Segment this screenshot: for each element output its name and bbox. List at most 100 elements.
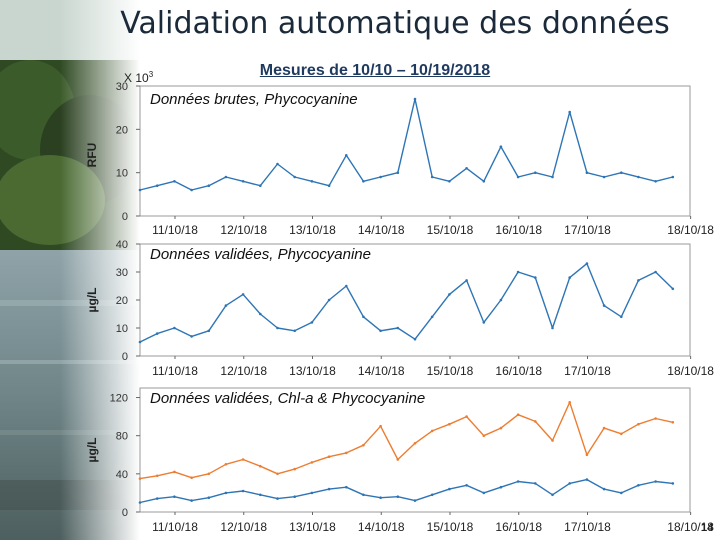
data-point	[430, 315, 434, 319]
data-point	[620, 491, 623, 495]
data-point	[362, 443, 365, 447]
data-point	[190, 476, 193, 480]
data-point	[310, 491, 314, 495]
data-point	[224, 463, 228, 466]
data-point	[551, 439, 554, 442]
data-point	[551, 175, 554, 179]
data-point	[190, 335, 193, 338]
series-line-chl-a	[139, 401, 673, 480]
data-point	[155, 332, 159, 335]
y-axis-label: RFU	[85, 143, 99, 168]
data-point	[413, 442, 417, 445]
x-tick-label: 18/10/18	[667, 223, 714, 237]
exponent-power: 3	[148, 70, 154, 79]
x-tick-label: 13/10/18	[289, 520, 336, 534]
y-tick-label: 30	[116, 81, 128, 93]
data-point	[602, 487, 606, 491]
data-point	[482, 180, 486, 183]
data-point	[482, 434, 486, 438]
x-tick-label: 15/10/18	[427, 520, 474, 534]
y-tick-label: 0	[122, 351, 128, 363]
y-tick-label: 10	[116, 323, 128, 335]
chart-title: Données validées, Phycocyanine	[150, 246, 371, 263]
y-axis-label: µg/L	[85, 438, 99, 463]
data-point	[465, 484, 468, 487]
y-tick-label: 80	[116, 431, 128, 443]
plot-area-3	[139, 387, 691, 513]
x-tick-label: 14/10/18	[358, 520, 405, 534]
data-point	[293, 329, 297, 333]
data-point	[241, 180, 245, 183]
data-point	[190, 499, 193, 502]
data-point	[654, 180, 657, 183]
data-point	[516, 270, 520, 274]
data-point	[379, 424, 382, 428]
data-point	[293, 467, 297, 471]
data-point	[499, 426, 503, 430]
data-point	[534, 276, 537, 279]
page-number: 14	[701, 522, 714, 534]
data-point	[241, 293, 245, 296]
data-point	[379, 175, 382, 179]
y-tick-label: 0	[122, 507, 128, 519]
data-point	[327, 184, 331, 187]
data-point	[482, 491, 486, 495]
x-tick-label: 12/10/18	[220, 364, 267, 378]
data-point	[568, 482, 571, 485]
plot-area-1	[139, 85, 691, 217]
data-point	[671, 421, 675, 424]
data-point	[499, 145, 503, 148]
data-point	[241, 489, 245, 493]
data-point	[516, 480, 520, 483]
data-point	[585, 171, 589, 174]
data-point	[516, 413, 520, 417]
data-point	[568, 401, 571, 404]
data-point	[207, 329, 211, 333]
data-point	[310, 461, 314, 464]
data-point	[585, 478, 589, 481]
data-point	[310, 321, 314, 324]
data-point	[602, 304, 606, 307]
x-tick-label: 18/10/18	[667, 520, 714, 534]
series-line-phycocyanine	[139, 262, 674, 343]
data-point	[671, 287, 675, 291]
data-point	[224, 175, 228, 179]
data-point	[585, 453, 589, 457]
data-point	[362, 315, 365, 319]
data-point	[396, 326, 400, 330]
slide-title: Validation automatique des données	[120, 6, 670, 41]
y-tick-label: 10	[116, 168, 128, 180]
data-point	[551, 326, 554, 330]
data-point	[534, 482, 537, 485]
data-point	[413, 337, 417, 341]
x-tick-label: 14/10/18	[358, 364, 405, 378]
y-tick-label: 0	[122, 211, 128, 223]
axis-exponent: X 103	[124, 70, 153, 85]
data-point	[327, 298, 331, 302]
data-point	[173, 470, 176, 474]
data-point	[602, 426, 606, 430]
data-point	[413, 97, 417, 101]
exponent-base: X 10	[124, 71, 149, 85]
data-point	[173, 326, 176, 330]
data-point	[259, 312, 262, 316]
data-point	[138, 501, 142, 504]
data-point	[654, 480, 657, 483]
data-point	[224, 491, 228, 495]
x-tick-label: 16/10/18	[495, 520, 542, 534]
y-tick-label: 20	[116, 295, 128, 307]
data-point	[138, 340, 142, 344]
data-point	[362, 493, 365, 497]
data-point	[551, 493, 554, 497]
x-tick-label: 12/10/18	[220, 223, 267, 237]
data-point	[241, 458, 245, 461]
y-tick-label: 20	[116, 124, 128, 136]
data-point	[448, 293, 451, 296]
x-tick-label: 16/10/18	[495, 223, 542, 237]
x-tick-label: 17/10/18	[564, 520, 611, 534]
data-point	[620, 315, 623, 319]
data-point	[345, 451, 348, 455]
data-point	[224, 304, 228, 307]
